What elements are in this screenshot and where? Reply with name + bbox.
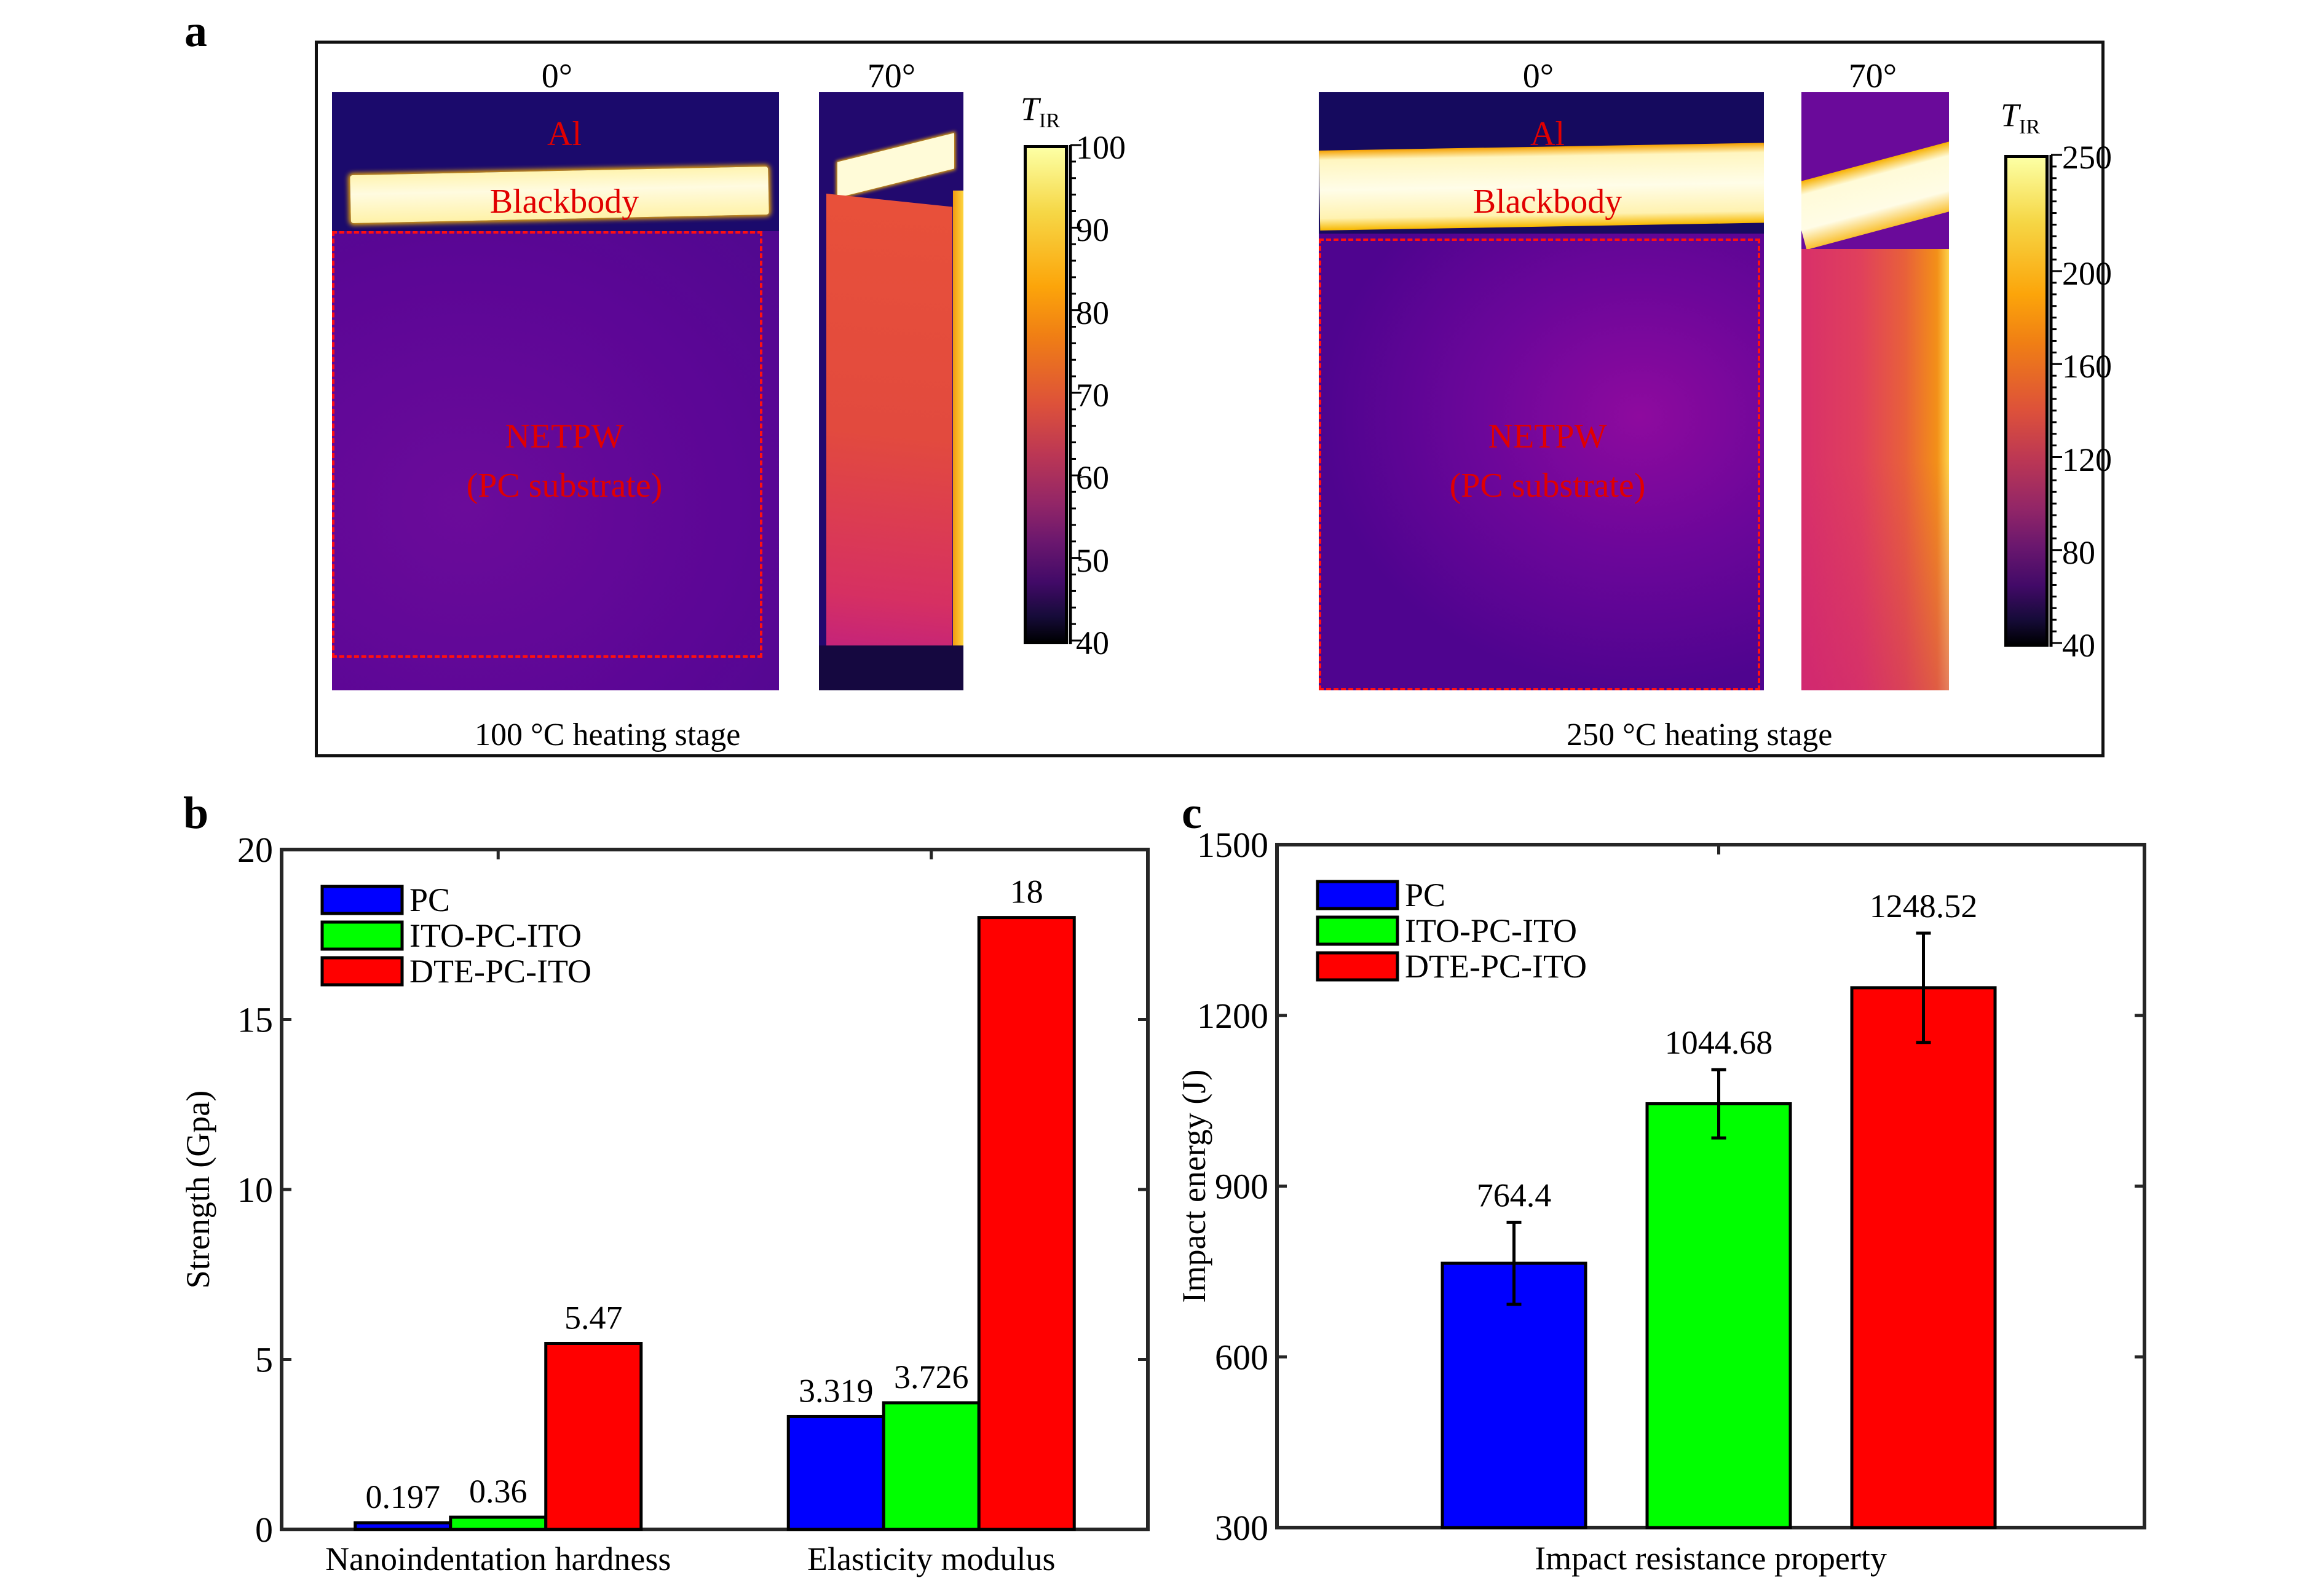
y-tick-label: 1200 bbox=[1197, 996, 1268, 1036]
colorbar-tick-label-250c: 200 bbox=[2062, 255, 2112, 293]
label-blackbody: Blackbody bbox=[1472, 183, 1622, 221]
colorbar-tick-label-100c: 70 bbox=[1076, 377, 1109, 414]
label-al: Al bbox=[547, 115, 582, 153]
data-label: 3.726 bbox=[894, 1359, 969, 1395]
angle-label-70deg-100: 70° bbox=[867, 57, 916, 95]
data-label: 18 bbox=[1010, 874, 1043, 910]
ir-image-70deg-250c bbox=[1801, 92, 1949, 690]
panel-a-letter: a bbox=[184, 6, 207, 57]
colorbar-tick-label-250c: 40 bbox=[2062, 627, 2095, 664]
colorbar-title-subscript: IR bbox=[2019, 115, 2041, 138]
colorbar-ticks-100c bbox=[1069, 144, 1081, 644]
bar-pc bbox=[786, 1414, 885, 1531]
legend-swatch-pc bbox=[1316, 880, 1399, 910]
colorbar-title-subscript: IR bbox=[1039, 109, 1061, 132]
colorbar-tick-label-250c: 80 bbox=[2062, 534, 2095, 571]
angle-label-0deg-100: 0° bbox=[541, 57, 573, 95]
y-tick-label: 300 bbox=[1215, 1508, 1268, 1548]
bar-pc bbox=[1441, 1261, 1587, 1529]
y-tick-label: 600 bbox=[1215, 1337, 1268, 1377]
data-label: 1248.52 bbox=[1870, 888, 1978, 925]
colorbar-ticks-250c bbox=[2049, 154, 2062, 647]
y-tick-label: 15 bbox=[237, 1000, 273, 1040]
y-tick-label: 1500 bbox=[1197, 825, 1268, 865]
angle-label-0deg-250: 0° bbox=[1522, 57, 1554, 95]
caption-250c: 250 °C heating stage bbox=[1567, 717, 1833, 752]
legend-swatch-ito-pc-ito bbox=[320, 920, 404, 951]
panel-c-letter: c bbox=[1182, 788, 1202, 838]
label-netpw: NETPW bbox=[505, 417, 624, 456]
chart-b: 0 5 10 15 20 Strength (Gpa) Nanoindentation ha… bbox=[180, 830, 1150, 1577]
data-label: 5.47 bbox=[564, 1300, 623, 1336]
bar-dte-pc-ito bbox=[1850, 986, 1997, 1529]
caption-100c: 100 °C heating stage bbox=[475, 717, 741, 752]
colorbar-tick-label-100c: 100 bbox=[1076, 129, 1126, 166]
y-axis-label: Strength (Gpa) bbox=[180, 1091, 216, 1288]
x-tick-label: Nanoindentation hardness bbox=[325, 1541, 671, 1577]
bar-dte-pc-ito bbox=[977, 916, 1076, 1531]
legend-swatch-pc bbox=[320, 885, 404, 915]
data-label: 0.197 bbox=[366, 1478, 441, 1515]
bar-pc bbox=[354, 1521, 453, 1531]
colorbar-title-symbol: T bbox=[2001, 97, 2020, 133]
colorbar-title-100c: TIR bbox=[1021, 92, 1060, 132]
legend-label: DTE-PC-ITO bbox=[1405, 948, 1587, 985]
data-label: 3.319 bbox=[799, 1372, 874, 1409]
label-netpw: NETPW bbox=[1488, 417, 1607, 456]
label-blackbody: Blackbody bbox=[489, 183, 639, 221]
colorbar-tick-label-250c: 250 bbox=[2062, 139, 2112, 176]
y-tick-label: 5 bbox=[255, 1340, 273, 1380]
sample-outline-dashed bbox=[1319, 239, 1760, 690]
legend-label: ITO-PC-ITO bbox=[409, 917, 582, 954]
y-tick-label: 10 bbox=[237, 1170, 273, 1210]
bar-ito-pc-ito bbox=[449, 1515, 548, 1531]
y-axis-label: Impact energy (J) bbox=[1176, 1070, 1212, 1303]
x-axis-label: Impact resistance property bbox=[1535, 1540, 1887, 1577]
x-tick-label: Elasticity modulus bbox=[807, 1541, 1055, 1577]
bar-ito-pc-ito bbox=[882, 1401, 981, 1531]
colorbar-tick-label-250c: 120 bbox=[2062, 441, 2112, 478]
chart-c: 300 600 900 1200 1500 Impact energy (J) 764.4 1… bbox=[1176, 825, 2146, 1577]
panel-b-letter: b bbox=[183, 788, 209, 838]
legend-label: PC bbox=[1405, 877, 1445, 913]
colorbar-tick-label-100c: 60 bbox=[1076, 459, 1109, 497]
colorbar-title-250c: TIR bbox=[2001, 98, 2040, 138]
legend-swatch-ito-pc-ito bbox=[1316, 915, 1399, 946]
colorbar-tick-label-100c: 40 bbox=[1076, 625, 1109, 661]
colorbar-tick-label-100c: 50 bbox=[1076, 542, 1109, 579]
legend-swatch-dte-pc-ito bbox=[320, 956, 404, 987]
legend-label: PC bbox=[409, 882, 450, 918]
data-label: 0.36 bbox=[469, 1473, 528, 1510]
label-pc-substrate: (PC substrate) bbox=[1449, 467, 1646, 505]
y-tick-label: 0 bbox=[255, 1510, 273, 1550]
colorbar-tick-label-250c: 160 bbox=[2062, 348, 2112, 385]
bar-dte-pc-ito bbox=[544, 1342, 643, 1531]
bar-ito-pc-ito bbox=[1645, 1102, 1792, 1529]
sample-outline-dashed bbox=[332, 231, 762, 658]
legend-label: DTE-PC-ITO bbox=[409, 953, 591, 990]
ir-image-70deg-100c bbox=[819, 92, 963, 690]
y-tick-label: 900 bbox=[1215, 1167, 1268, 1207]
panel-a-frame bbox=[315, 41, 2105, 757]
ir-image-0deg-100c bbox=[332, 92, 779, 690]
colorbar-tick-label-100c: 90 bbox=[1076, 211, 1109, 249]
data-label: 764.4 bbox=[1477, 1177, 1552, 1213]
colorbar-title-symbol: T bbox=[1021, 90, 1040, 127]
angle-label-70deg-250: 70° bbox=[1848, 57, 1897, 95]
label-al: Al bbox=[1530, 115, 1565, 153]
legend-swatch-dte-pc-ito bbox=[1316, 951, 1399, 982]
y-tick-label: 20 bbox=[237, 830, 273, 870]
legend-label: ITO-PC-ITO bbox=[1405, 912, 1577, 949]
ir-image-0deg-250c bbox=[1319, 92, 1764, 690]
colorbar-250c bbox=[2004, 155, 2049, 647]
colorbar-100c bbox=[1024, 145, 1068, 644]
label-pc-substrate: (PC substrate) bbox=[466, 467, 663, 505]
data-label: 1044.68 bbox=[1665, 1024, 1773, 1061]
colorbar-tick-label-100c: 80 bbox=[1076, 294, 1109, 331]
